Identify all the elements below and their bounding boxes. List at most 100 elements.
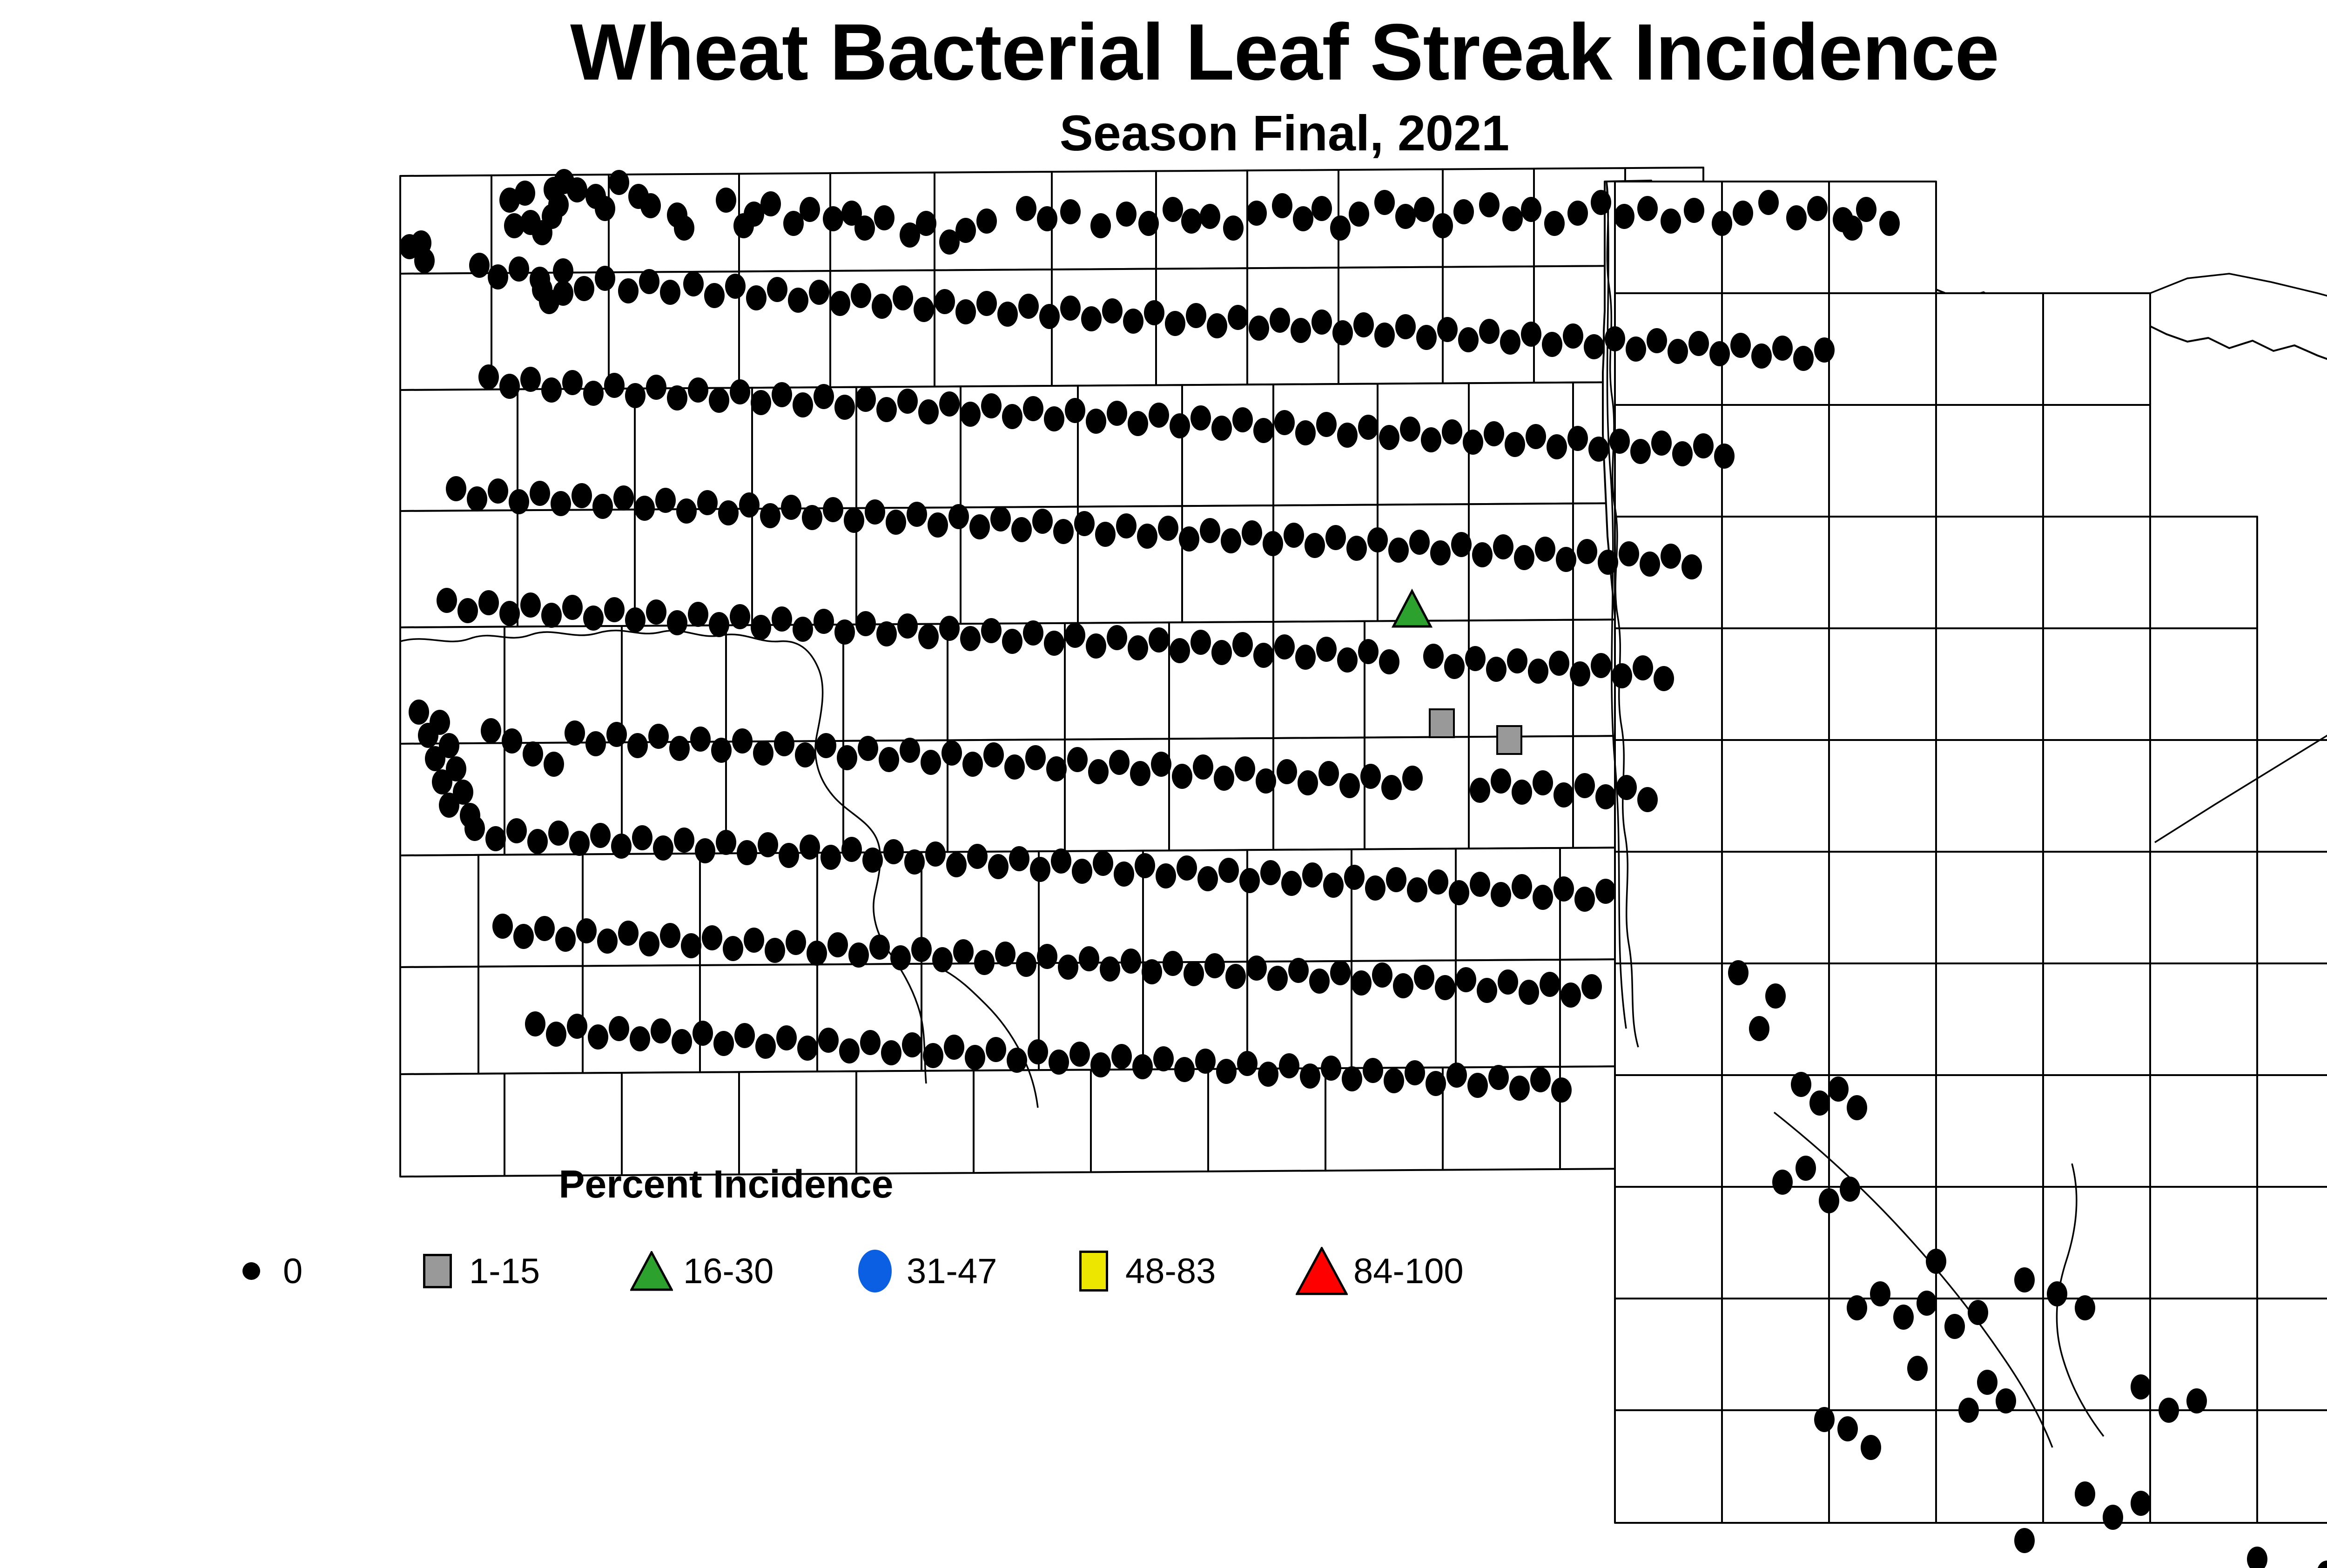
sample-point-zero [1260, 860, 1281, 885]
sample-point-zero [432, 769, 452, 794]
sample-point-zero [1588, 437, 1609, 462]
sample-point-zero [995, 942, 1016, 967]
sample-point-zero [1100, 956, 1120, 982]
sample-point-zero [504, 213, 525, 238]
sample-point-zero [948, 504, 969, 529]
sample-point-zero [1472, 542, 1493, 567]
sample-point-zero [1344, 865, 1365, 890]
sample-point-zero [1807, 196, 1828, 221]
sample-point-zero [869, 935, 890, 960]
sample-point-zero [709, 388, 729, 413]
county-polygon [1936, 852, 2043, 963]
legend-item-16-30[interactable]: 16-30 [624, 1232, 773, 1311]
sample-point-zero [541, 377, 562, 403]
sample-point-zero [1107, 625, 1127, 650]
sample-point-zero [1479, 319, 1500, 344]
sample-point-zero [1793, 346, 1814, 371]
county-polygon [504, 626, 622, 743]
sample-point-zero [2186, 1388, 2207, 1413]
legend-item-label: 48-83 [1125, 1251, 1216, 1291]
sample-point-zero [730, 604, 750, 629]
county-polygon [1615, 517, 1722, 628]
sample-point-zero [990, 506, 1011, 532]
sample-point-zero [534, 916, 555, 941]
sample-point-zero [1554, 876, 1574, 902]
sample-point-zero [1246, 956, 1267, 981]
sample-point-zero [1274, 634, 1295, 660]
legend-item-48-83[interactable]: 48-83 [1066, 1232, 1216, 1311]
sample-point-zero [1028, 1039, 1048, 1064]
sample-point-zero [653, 835, 673, 861]
county-polygon [1722, 740, 1829, 852]
sample-point-zero [453, 780, 473, 805]
county-polygon [2150, 517, 2257, 628]
sample-point-zero [1337, 647, 1358, 673]
sample-point-zero [1591, 653, 1611, 678]
sample-point-zero [1958, 1398, 1979, 1423]
legend-item-0[interactable]: 0 [223, 1232, 303, 1311]
sample-point-zero [928, 512, 948, 538]
sample-point-zero [546, 1022, 566, 1047]
sample-point-zero [1977, 1370, 1997, 1395]
sample-point-zero [855, 611, 876, 636]
sample-point-zero [1172, 764, 1192, 789]
sample-point-zero [1879, 211, 1900, 236]
legend-item-label: 31-47 [907, 1251, 997, 1291]
sample-point-zero [669, 736, 690, 761]
sample-point-zero [830, 291, 850, 316]
sample-point-zero [1279, 1053, 1299, 1078]
sample-point-zero [1316, 637, 1337, 662]
sample-point-zero [1500, 330, 1520, 355]
county-polygon [2150, 1410, 2257, 1523]
sample-points [399, 169, 2327, 1568]
sample-point-zero [1298, 770, 1318, 795]
sample-point-zero [1135, 853, 1155, 878]
sample-point-zero [939, 229, 960, 255]
sample-point-zero [1996, 1388, 2016, 1413]
sample-point-zero [1533, 770, 1553, 795]
county-polygon [1615, 182, 1722, 293]
sample-point-zero [1837, 1416, 1858, 1441]
sample-point-zero [702, 925, 722, 950]
sample-point-zero [506, 818, 527, 843]
sample-point-zero [1456, 967, 1476, 992]
sample-point-zero [1544, 211, 1565, 236]
legend-item-84-100[interactable]: 84-100 [1294, 1232, 1464, 1311]
legend-item-31-47[interactable]: 31-47 [847, 1232, 997, 1311]
county-polygon [2257, 1075, 2327, 1187]
sample-point-zero [935, 289, 955, 314]
sample-point-zero [1591, 190, 1611, 215]
sample-point-zero [544, 752, 564, 777]
sample-point-zero [1291, 318, 1311, 343]
sample-point-zero [1309, 969, 1330, 994]
sample-point-zero [1626, 336, 1646, 362]
sample-point-zero [1142, 959, 1162, 984]
county-polygon [2043, 740, 2150, 852]
sample-point-zero [1374, 323, 1395, 348]
sample-point-zero [439, 733, 459, 758]
sample-point-zero [478, 590, 499, 615]
sample-point-zero [1323, 873, 1344, 898]
sample-point-zero [1130, 761, 1150, 786]
county-polygon [2257, 1410, 2327, 1523]
legend-item-1-15[interactable]: 1-15 [410, 1232, 540, 1311]
county-polygon [1829, 740, 1936, 852]
sample-point-zero [1193, 754, 1213, 780]
sample-point-zero [855, 387, 876, 412]
sample-point-zero [1149, 403, 1169, 428]
sample-point-zero [1288, 958, 1309, 983]
sample-point-zero [1060, 199, 1081, 224]
river-path [940, 967, 1039, 1108]
sample-point-zero [1453, 199, 1474, 224]
county-polygon [2257, 963, 2327, 1075]
sample-point-zero [1207, 313, 1227, 338]
sample-point-zero [1395, 314, 1416, 339]
river-path [2150, 273, 2327, 297]
sample-point-zero [704, 283, 725, 308]
sample-point-zero [841, 837, 862, 862]
green-triangle-icon [630, 1251, 673, 1291]
sample-point-zero [783, 211, 804, 236]
sample-point-zero [1258, 1062, 1278, 1087]
sample-point-zero [946, 852, 967, 877]
